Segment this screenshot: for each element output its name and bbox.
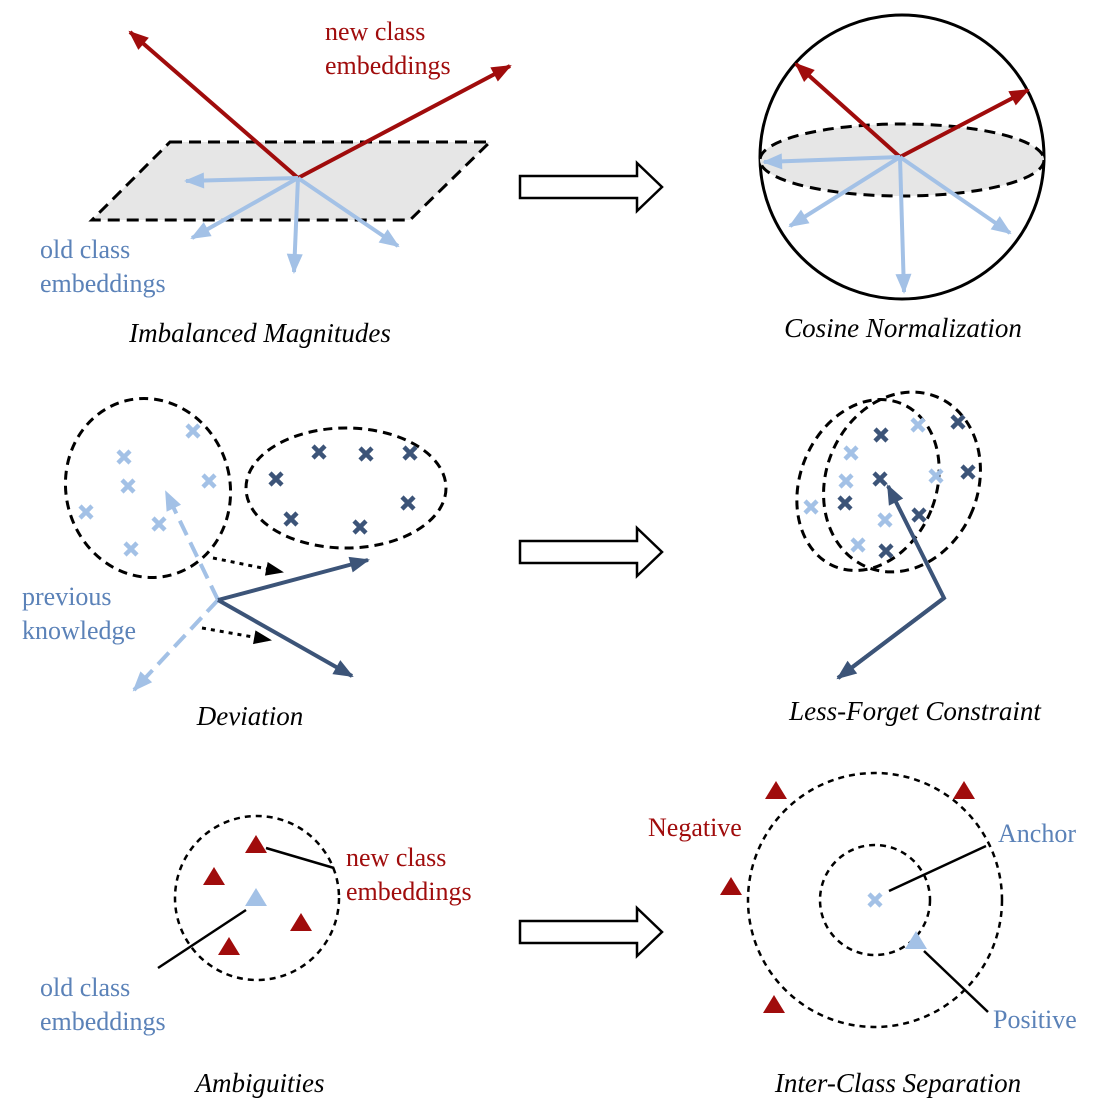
negative-triangle [765, 781, 787, 799]
old-class-arrow [296, 176, 400, 248]
cross-marker [283, 511, 299, 527]
new-class-label: new class embeddings [325, 17, 451, 80]
arrow-right-icon [518, 905, 664, 959]
caption-less-forget-constraint: Less-Forget Constraint [788, 696, 1042, 726]
cross-marker [850, 537, 866, 553]
panel-inter-class-separation: Negative Anchor Positive Inter-Class Sep… [648, 771, 1077, 1098]
positive-leader-line [923, 950, 989, 1013]
new-class-arrow [128, 30, 300, 180]
new-class-arrow [297, 64, 512, 180]
new-class-label: new class embeddings [346, 843, 472, 906]
cross-marker [358, 446, 374, 462]
deviation-arrow [201, 626, 272, 645]
caption-inter-class-separation: Inter-Class Separation [774, 1068, 1021, 1098]
cross-marker [268, 471, 284, 487]
new-class-points [268, 444, 418, 535]
panel-less-forget-constraint: Less-Forget Constraint [788, 390, 1042, 726]
cross-marker [352, 519, 368, 535]
new-class-triangle [245, 835, 267, 853]
old-class-arrow [184, 172, 299, 189]
caption-cosine-normalization: Cosine Normalization [784, 313, 1022, 343]
cross-marker [116, 449, 132, 465]
positive-triangle [905, 931, 927, 949]
old-class-arrow [788, 155, 902, 228]
negative-label: Negative [648, 813, 742, 842]
old-class-arrow [190, 176, 299, 240]
cross-marker [910, 417, 926, 433]
new-class-arrow [899, 88, 1030, 159]
cross-marker [867, 892, 883, 908]
old-class-points [803, 417, 944, 553]
cross-marker [960, 464, 976, 480]
cross-marker [873, 427, 889, 443]
constrained-embedding-arrow-start [836, 596, 946, 680]
outer-margin-circle [746, 771, 1004, 1029]
panel-imbalanced-magnitudes: new class embeddings old class embedding… [40, 17, 512, 348]
negative-triangle [720, 877, 742, 895]
old-class-cluster [795, 398, 941, 572]
anchor-leader-line [888, 844, 987, 893]
class-region [173, 814, 341, 982]
cross-marker [400, 495, 416, 511]
cross-marker [843, 445, 859, 461]
new-class-points [837, 414, 976, 559]
old-class-triangle [245, 888, 267, 906]
new-class-cluster [822, 390, 982, 574]
cross-marker [311, 444, 327, 460]
previous-knowledge-label: previous knowledge [22, 582, 136, 645]
old-class-label: old class embeddings [40, 973, 166, 1036]
old-class-label: old class embeddings [40, 235, 166, 298]
inner-margin-circle [818, 843, 932, 957]
new-class-triangle [203, 867, 225, 885]
anchor-cross [867, 892, 883, 908]
anchor-label: Anchor [998, 819, 1076, 848]
current-class-arrow [217, 556, 370, 602]
old-class-arrow [762, 153, 901, 170]
cross-marker [928, 468, 944, 484]
cross-marker [872, 471, 888, 487]
cross-marker [878, 543, 894, 559]
previous-knowledge-arrow [132, 598, 220, 692]
current-class-arrow [217, 598, 354, 678]
negative-triangle [763, 995, 785, 1013]
new-class-leader-line [265, 846, 335, 870]
cross-marker [803, 499, 819, 515]
old-class-arrow [895, 156, 912, 294]
cross-marker [837, 495, 853, 511]
new-class-arrow [794, 62, 902, 159]
arrow-right-icon [518, 525, 664, 579]
caption-ambiguities: Ambiguities [194, 1068, 325, 1098]
deviation-arrow [212, 556, 284, 576]
caption-imbalanced-magnitudes: Imbalanced Magnitudes [128, 318, 391, 348]
panel-deviation: previous knowledge Deviation [22, 397, 448, 731]
negative-triangle [953, 781, 975, 799]
cross-marker [78, 504, 94, 520]
old-class-arrow [898, 155, 1012, 235]
panel-ambiguities: new class embeddings old class embedding… [40, 814, 472, 1098]
cross-marker [120, 478, 136, 494]
cross-marker [838, 473, 854, 489]
old-class-cluster [63, 397, 233, 579]
cross-marker [402, 445, 418, 461]
positive-label: Positive [993, 1005, 1077, 1034]
new-class-triangle [218, 937, 240, 955]
arrow-right-icon [518, 160, 664, 214]
panel-cosine-normalization: Cosine Normalization [758, 13, 1046, 343]
old-class-arrow [286, 177, 303, 274]
cross-marker [911, 507, 927, 523]
cross-marker [950, 414, 966, 430]
cross-marker [185, 423, 201, 439]
old-class-points [78, 423, 217, 557]
caption-deviation: Deviation [196, 701, 303, 731]
cross-marker [877, 512, 893, 528]
new-class-triangle [290, 913, 312, 931]
new-class-cluster [244, 426, 448, 550]
old-class-leader-line [157, 908, 247, 970]
cross-marker [123, 541, 139, 557]
cross-marker [201, 473, 217, 489]
cross-marker [151, 516, 167, 532]
previous-knowledge-arrow [164, 490, 220, 601]
